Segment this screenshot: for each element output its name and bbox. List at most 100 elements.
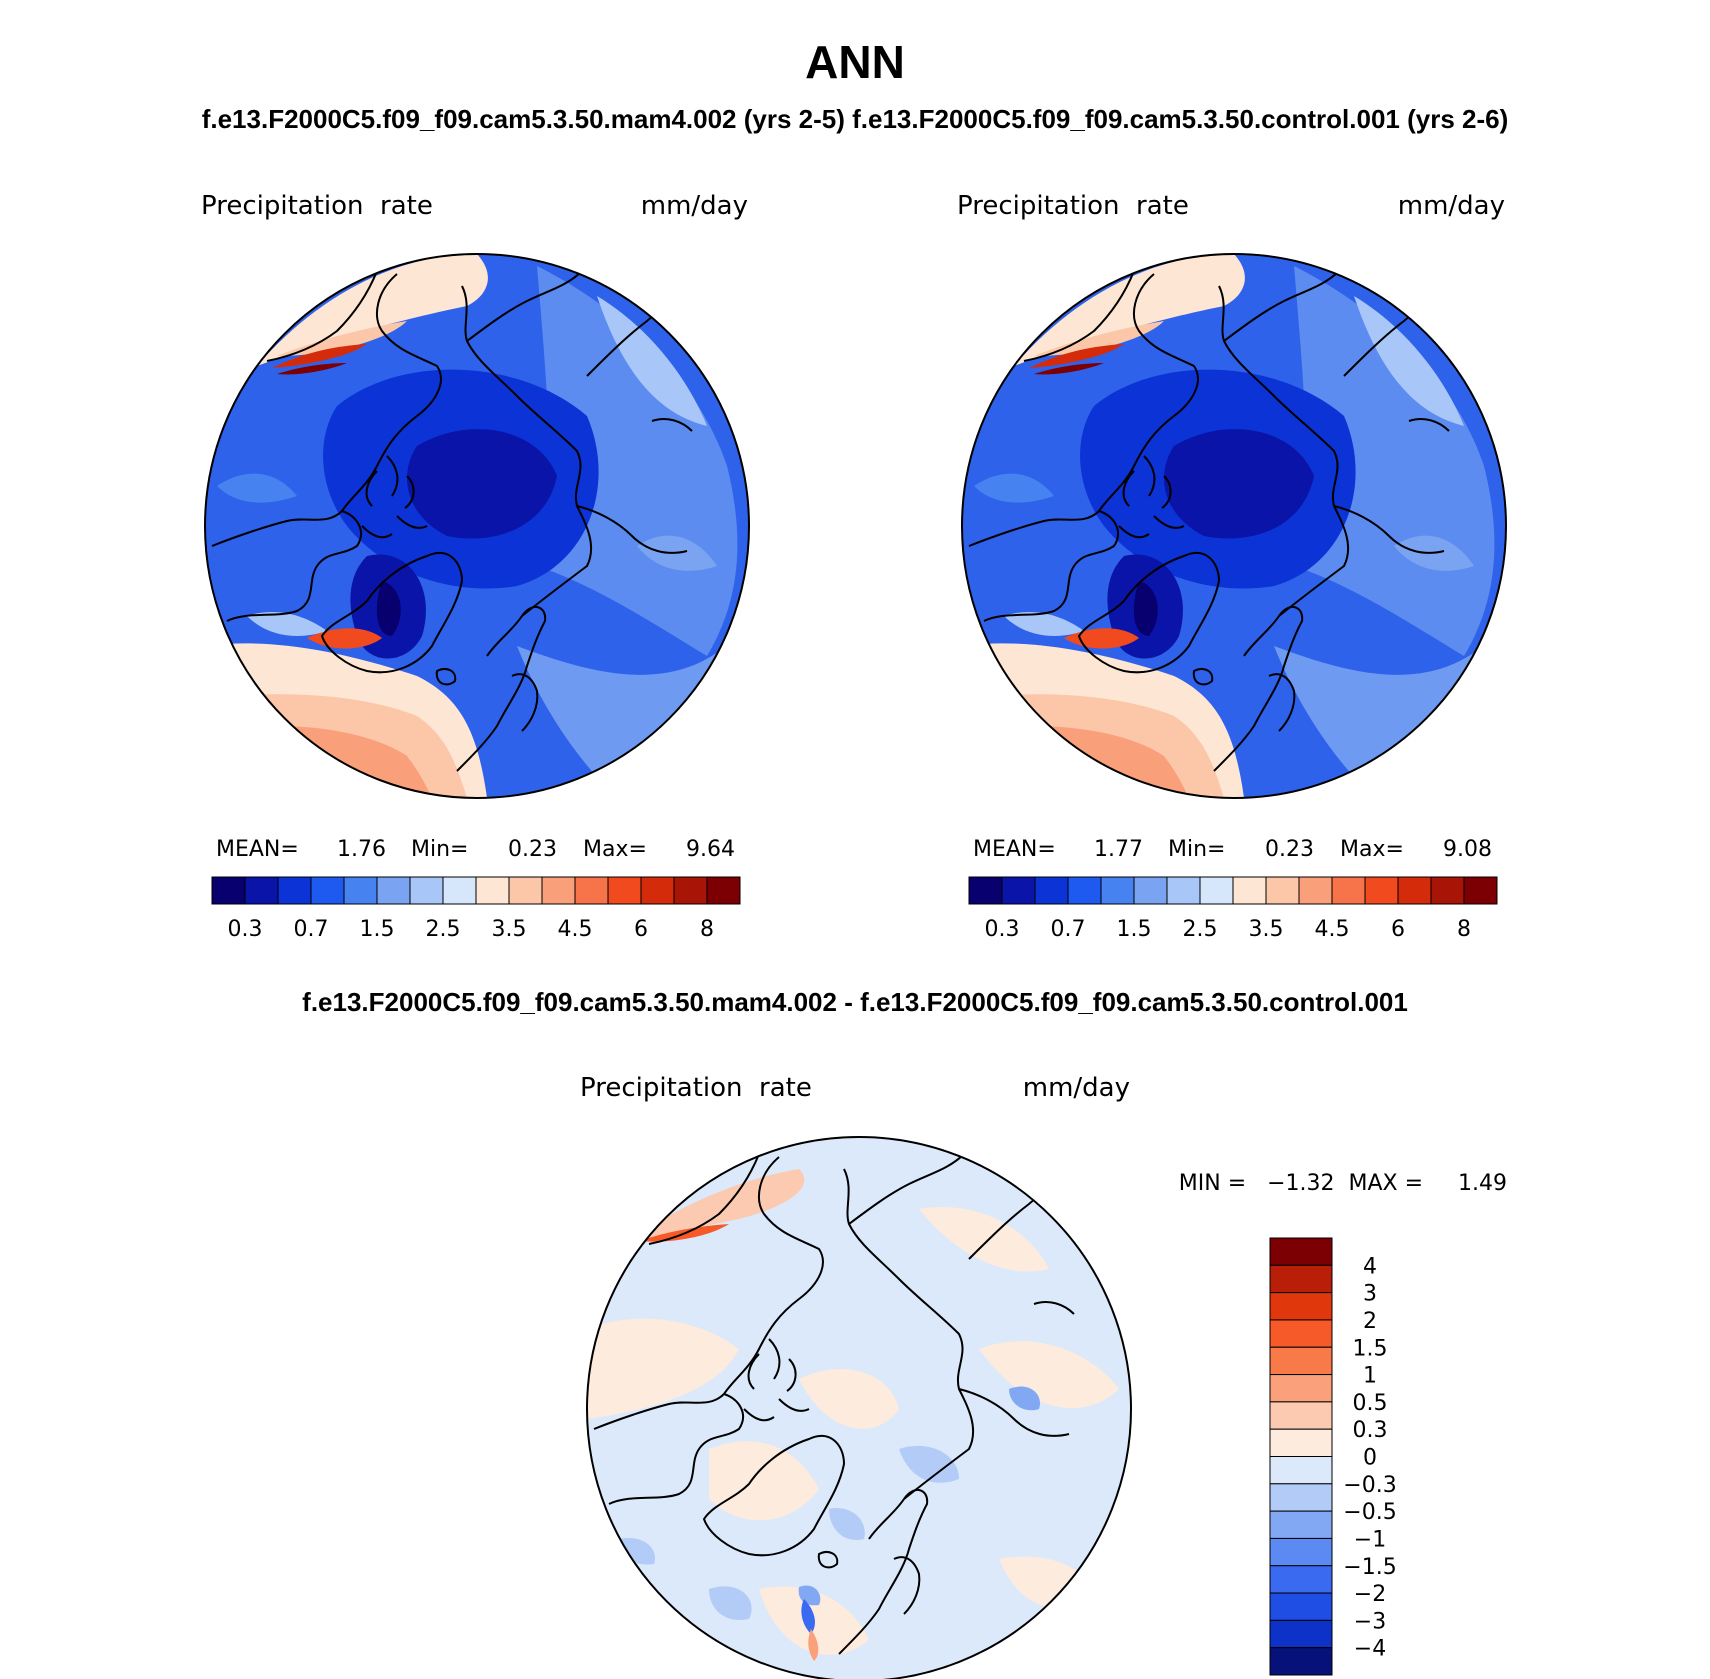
colorbar-swatch (1463, 876, 1498, 905)
colorbar-tick-label: 3.5 (492, 917, 527, 942)
colorbar-swatch (211, 876, 246, 905)
colorbar-tick-label: 4 (1363, 1254, 1377, 1279)
min-label: Min= (411, 837, 468, 862)
map-boundary (586, 1136, 1132, 1679)
panel-units-label: mm/day (641, 191, 748, 221)
colorbar-tick-label: 6 (1391, 917, 1405, 942)
colorbar-swatch (409, 876, 444, 905)
colorbar-swatch (1269, 1264, 1333, 1294)
colorbar-tick-label: 3.5 (1249, 917, 1284, 942)
polar-map-control (962, 254, 1506, 798)
colorbar-tick-label: 0.7 (1051, 917, 1086, 942)
colorbar-swatch (1269, 1565, 1333, 1594)
colorbar-control: 0.3 0.7 1.5 2.5 3.5 4.5 6 8 (968, 876, 1498, 942)
colorbar-swatch (706, 876, 741, 905)
colorbar-swatch (1269, 1647, 1333, 1676)
colorbar-tick-label: 2.5 (426, 917, 461, 942)
panel-units-label: mm/day (1023, 1073, 1130, 1103)
colorbar-swatch (1397, 876, 1432, 905)
difference-title: f.e13.F2000C5.f09_f09.cam5.3.50.mam4.002… (302, 987, 1408, 1017)
colorbar-tick-label: 0 (1363, 1446, 1377, 1471)
figure-subtitle: f.e13.F2000C5.f09_f09.cam5.3.50.mam4.002… (202, 104, 1509, 134)
colorbar-swatch (1269, 1346, 1333, 1376)
max-value: 9.08 (1443, 837, 1492, 862)
map-panel-difference: Precipitation rate mm/day MIN = −1.32 MA… (580, 1073, 1507, 1679)
min-value: 0.23 (508, 837, 557, 862)
colorbar-swatch (1269, 1537, 1333, 1567)
stats-row: MEAN= 1.77 Min= 0.23 Max= 9.08 (973, 837, 1492, 862)
map-boundary (961, 253, 1507, 799)
colorbar-tick-label: −1 (1354, 1527, 1386, 1552)
panel-variable-label: Precipitation rate (580, 1073, 812, 1103)
colorbar-tick-label: 1.5 (1117, 917, 1152, 942)
figure-title: ANN (805, 36, 905, 88)
colorbar-swatch (1269, 1401, 1333, 1430)
colorbar-mam4: 0.3 0.7 1.5 2.5 3.5 4.5 6 8 (211, 876, 741, 942)
colorbar-swatch (1269, 1319, 1333, 1348)
map-panel-control: Precipitation rate mm/day MEAN= 1.77 Min… (957, 191, 1507, 942)
colorbar-swatch (1265, 876, 1300, 905)
colorbar-swatch (1269, 1619, 1333, 1649)
colorbar-swatch (1269, 1483, 1333, 1512)
colorbar-swatch (1269, 1237, 1333, 1266)
min-value: 0.23 (1265, 837, 1314, 862)
colorbar-swatch (1331, 876, 1366, 905)
colorbar-swatch (1067, 876, 1102, 905)
polar-map-mam4 (205, 254, 749, 798)
colorbar-tick-label: 4.5 (1315, 917, 1350, 942)
colorbar-swatch (1133, 876, 1168, 905)
colorbar-swatch (607, 876, 642, 905)
colorbar-swatch (968, 876, 1003, 905)
polar-map-difference (587, 1137, 1131, 1679)
mean-label: MEAN= (973, 837, 1056, 862)
colorbar-swatch (1298, 876, 1333, 905)
colorbar-swatch (541, 876, 576, 905)
panel-variable-label: Precipitation rate (201, 191, 433, 221)
colorbar-tick-label: −0.5 (1343, 1500, 1396, 1525)
colorbar-tick-label: −1.5 (1343, 1555, 1396, 1580)
colorbar-swatch (1269, 1456, 1333, 1485)
colorbar-tick-label: 2 (1363, 1309, 1377, 1334)
colorbar-swatch (244, 876, 279, 905)
colorbar-tick-label: 4.5 (558, 917, 593, 942)
colorbar-swatch (1232, 876, 1267, 905)
colorbar-swatch (508, 876, 543, 905)
colorbar-tick-label: −4 (1354, 1637, 1386, 1662)
colorbar-swatch (574, 876, 609, 905)
colorbar-swatch (343, 876, 378, 905)
mean-label: MEAN= (216, 837, 299, 862)
colorbar-swatch (1269, 1428, 1333, 1457)
colorbar-swatch (376, 876, 411, 905)
colorbar-tick-label: 0.3 (1353, 1418, 1388, 1443)
colorbar-swatch (1269, 1510, 1333, 1539)
max-label: Max= (583, 837, 647, 862)
colorbar-swatch (442, 876, 477, 905)
colorbar-swatch (1269, 1592, 1333, 1621)
colorbar-swatch (1269, 1374, 1333, 1403)
min-label: Min= (1168, 837, 1225, 862)
difference-minmax: MIN = −1.32 MAX = 1.49 (1179, 1171, 1507, 1196)
colorbar-tick-label: 0.3 (985, 917, 1020, 942)
map-panel-mam4: Precipitation rate mm/day MEAN= 1.76 Min… (201, 191, 750, 942)
colorbar-tick-label: 3 (1363, 1282, 1377, 1307)
colorbar-swatch (673, 876, 708, 905)
colorbar-tick-label: 0.5 (1353, 1391, 1388, 1416)
colorbar-tick-label: 1 (1363, 1364, 1377, 1389)
colorbar-tick-label: 0.7 (294, 917, 329, 942)
colorbar-tick-label: −2 (1354, 1582, 1386, 1607)
colorbar-swatch (1166, 876, 1201, 905)
colorbar-swatch (1100, 876, 1135, 905)
colorbar-swatch (475, 876, 510, 905)
colorbar-swatch (1034, 876, 1069, 905)
colorbar-tick-label: 0.3 (228, 917, 263, 942)
colorbar-swatch (1269, 1292, 1333, 1321)
colorbar-swatch (310, 876, 345, 905)
colorbar-tick-label: 1.5 (1353, 1336, 1388, 1361)
colorbar-tick-label: −0.3 (1343, 1473, 1396, 1498)
colorbar-swatch (1430, 876, 1465, 905)
colorbar-tick-label: 8 (1457, 917, 1471, 942)
colorbar-tick-label: 6 (634, 917, 648, 942)
colorbar-swatch (640, 876, 675, 905)
colorbar-swatch (1001, 876, 1036, 905)
